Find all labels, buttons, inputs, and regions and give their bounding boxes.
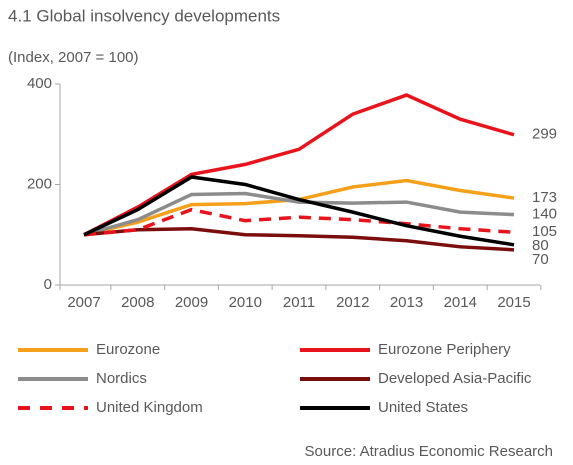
- legend-label: United States: [378, 399, 468, 416]
- chart-title: 4.1 Global insolvency developments: [8, 6, 280, 25]
- legend-label: United Kingdom: [96, 399, 203, 416]
- series-line: [83, 226, 515, 252]
- end-label: 70: [532, 251, 549, 268]
- x-tick-label: 2012: [336, 294, 369, 311]
- end-label: 140: [532, 206, 557, 223]
- legend-label: Eurozone Periphery: [378, 341, 511, 358]
- series-line: [83, 175, 515, 247]
- y-tick-label: 400: [27, 75, 52, 92]
- y-tick-label: 200: [27, 175, 52, 192]
- source: Source: Atradius Economic Research: [305, 443, 553, 460]
- end-label: 80: [532, 237, 549, 254]
- x-tick-label: 2008: [121, 294, 154, 311]
- series-line: [83, 191, 515, 237]
- x-tick-label: 2010: [229, 294, 262, 311]
- end-label: 299: [532, 126, 557, 143]
- y-tick-label: 0: [44, 276, 52, 293]
- x-tick-label: 2009: [175, 294, 208, 311]
- x-tick-label: 2011: [283, 294, 315, 311]
- series-line: [83, 93, 515, 237]
- x-tick-label: 2013: [390, 294, 423, 311]
- x-tick-label: 2014: [444, 294, 477, 311]
- legend-label: Eurozone: [96, 341, 160, 358]
- end-label: 173: [532, 189, 557, 206]
- chart-subtitle: (Index, 2007 = 100): [8, 49, 139, 66]
- legend-label: Developed Asia-Pacific: [378, 370, 532, 387]
- series-line: [83, 207, 515, 237]
- legend-label: Nordics: [96, 370, 147, 387]
- end-label: 105: [532, 223, 557, 240]
- x-tick-label: 2015: [497, 294, 530, 311]
- x-tick-label: 2007: [67, 294, 100, 311]
